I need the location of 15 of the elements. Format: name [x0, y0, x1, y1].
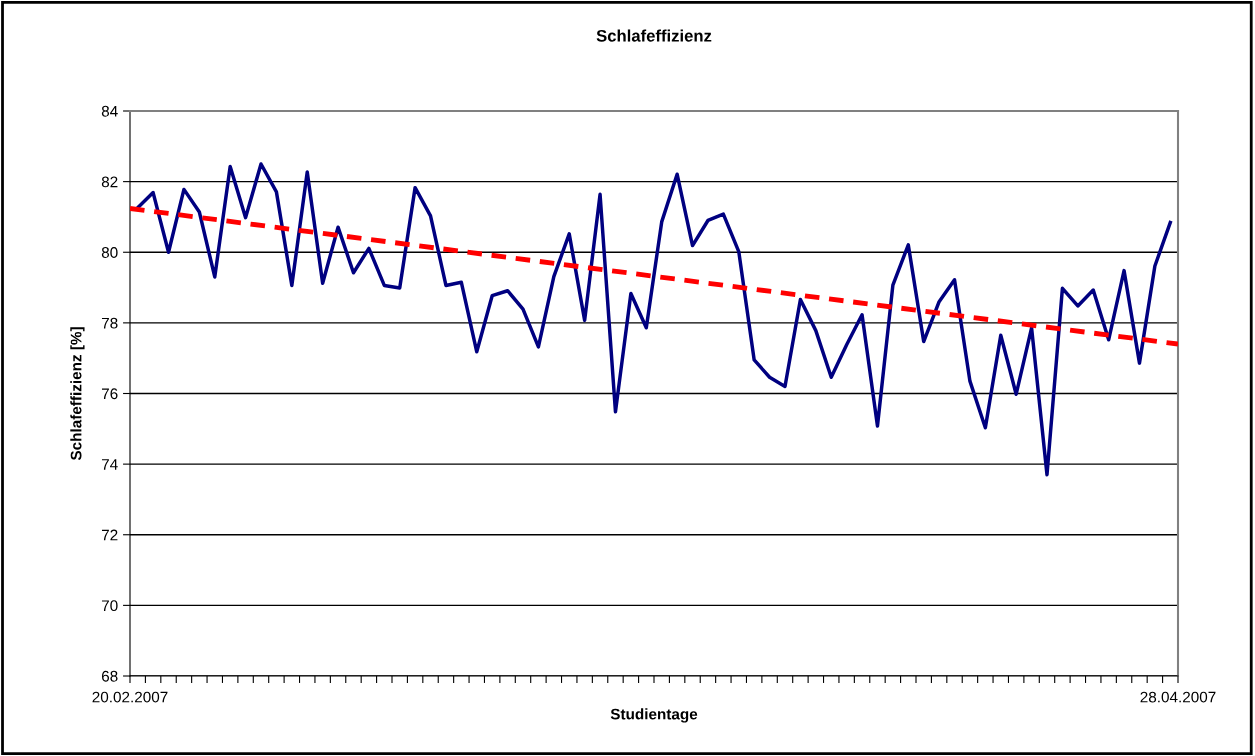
y-axis-title: Schlafeffizienz [%] [70, 327, 85, 461]
y-tick-label: 82 [101, 176, 118, 188]
y-tick-label: 80 [101, 247, 118, 258]
y-tick-label: 78 [101, 317, 118, 329]
y-tick-label: 84 [101, 105, 118, 117]
line-series [135, 162, 1173, 477]
y-tick-label: 76 [101, 388, 118, 400]
x-tick-label: 28.04.2007 [1140, 691, 1216, 703]
x-axis-title: Studientage [610, 708, 698, 723]
y-tick-label: 70 [101, 600, 118, 612]
y-tick-label: 72 [101, 529, 118, 541]
chart-title: Schlafeffizienz [596, 29, 712, 42]
y-tick-label: 74 [101, 459, 118, 470]
x-tick-label: 20.02.2007 [92, 691, 168, 703]
y-tick-label: 68 [101, 670, 118, 682]
